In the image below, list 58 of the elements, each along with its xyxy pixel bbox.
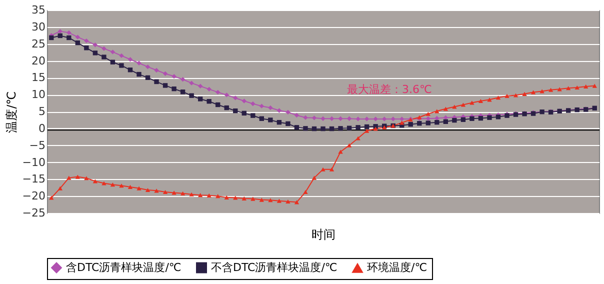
legend-label: 含DTC沥青样块温度/℃ [66, 260, 182, 274]
point [189, 80, 194, 86]
point [242, 98, 246, 104]
point [346, 116, 352, 121]
annotation: 最大温差：3.6℃ [347, 83, 432, 96]
y-tick-label: −10 [22, 156, 46, 169]
point [128, 57, 133, 62]
point [259, 104, 264, 108]
point [276, 108, 282, 113]
y-tick-label: 35 [32, 4, 46, 16]
legend-label: 不含DTC沥青样块温度/℃ [211, 260, 338, 274]
point [84, 38, 89, 44]
point [390, 116, 396, 122]
point [110, 50, 116, 54]
y-tick-label: 30 [32, 20, 46, 34]
y-tick-label: 25 [32, 37, 46, 50]
point [250, 101, 256, 106]
y-tick-label: −5 [29, 138, 46, 152]
y-tick-label: 5 [38, 105, 46, 118]
point [58, 28, 62, 34]
point [206, 86, 212, 92]
point [198, 84, 203, 88]
point [312, 116, 317, 120]
point [356, 116, 360, 122]
point [136, 60, 142, 66]
point [426, 116, 430, 121]
y-tick-label: 20 [32, 54, 46, 68]
y-tick-label: −15 [22, 172, 46, 186]
y-tick-label: 0 [38, 122, 46, 135]
y-tick-label: 15 [32, 71, 46, 84]
point [373, 116, 378, 122]
point [75, 34, 80, 40]
point [320, 116, 326, 121]
point [216, 90, 220, 95]
point [233, 96, 238, 100]
point [286, 110, 290, 115]
point [119, 53, 124, 58]
point [268, 105, 273, 110]
y-tick-label: −20 [22, 190, 46, 203]
point [294, 112, 300, 118]
point [400, 116, 404, 122]
x-axis-title: 时间 [312, 228, 336, 242]
point [145, 64, 150, 70]
point [172, 74, 176, 79]
point [92, 42, 98, 48]
point [162, 71, 168, 76]
point [102, 46, 106, 51]
y-tick-label: 10 [32, 88, 46, 102]
point [338, 116, 343, 121]
point [329, 116, 334, 121]
y-axis-title: 温度/℃ [4, 91, 18, 133]
point [154, 68, 159, 73]
point [303, 115, 308, 120]
point [224, 92, 229, 98]
y-tick-label: −25 [22, 206, 46, 220]
point [66, 30, 72, 36]
point [180, 77, 186, 82]
legend-label: 环境温度/℃ [367, 261, 428, 274]
